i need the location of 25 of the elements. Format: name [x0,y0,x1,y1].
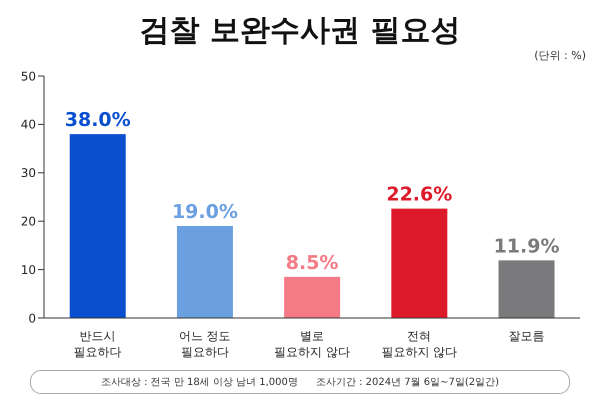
x-tick-label: 별로 필요하지 않다 [274,329,350,359]
bar [176,226,233,318]
text: 조사대상 : 전국 만 18세 이상 남녀 1,000명 [100,376,298,389]
data-label: 22.6% [386,184,452,206]
bar [70,134,126,318]
y-tick-label: 10 [20,262,36,277]
bar [391,208,448,318]
chart-subtitle: (단위 : %) [534,48,586,63]
chart-title: 검찰 보완수사권 필요성 [140,13,460,48]
x-tick-label: 잘모름 [508,329,544,343]
bar [284,276,340,318]
data-label: 38.0% [64,109,131,132]
y-tick-label: 30 [20,166,36,180]
y-tick-label: 50 [20,69,36,84]
y-tick-label: 40 [20,118,36,132]
text: 조사기간 : 2024년 7월 6일~7일(2일간) [316,376,500,389]
data-label: 8.5% [286,252,338,274]
y-tick-label: 0 [28,311,36,326]
data-label: 19.0% [172,201,238,224]
bar [498,260,555,318]
data-label: 11.9% [494,235,560,258]
x-tick-label: 반드시 필요하다 [74,329,122,359]
y-tick-label: 20 [20,214,36,228]
x-tick-label: 어느 정도 필요하다 [178,329,231,359]
x-tick-label: 전혀 필요하지 않다 [381,329,458,359]
